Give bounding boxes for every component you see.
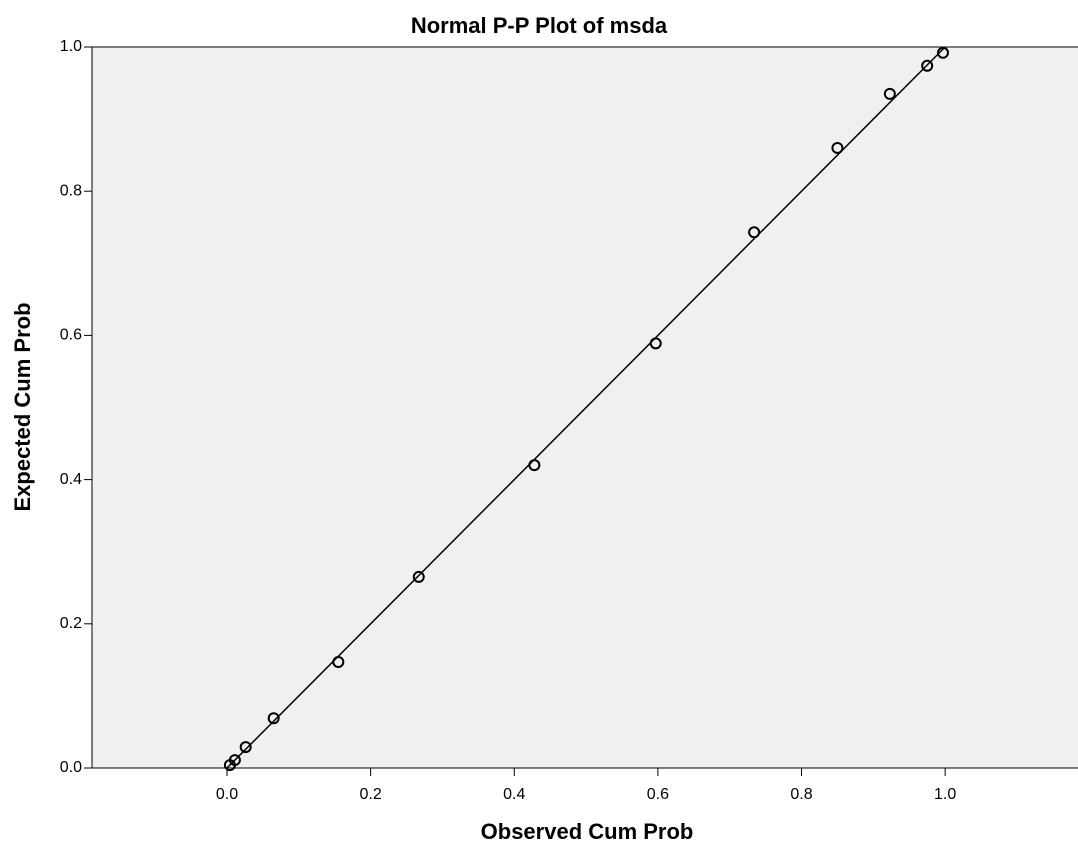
y-tick-label: 0.8 xyxy=(60,182,82,199)
x-tick-label: 0.2 xyxy=(360,786,382,803)
x-tick-label: 0.6 xyxy=(647,786,669,803)
y-tick-label: 1.0 xyxy=(60,38,82,55)
chart: Normal P-P Plot of msda Observed Cum Pro… xyxy=(0,0,1078,847)
x-axis-title: Observed Cum Prob xyxy=(481,819,694,844)
plot-area xyxy=(92,47,1078,768)
y-axis-title: Expected Cum Prob xyxy=(10,302,35,511)
x-tick-label: 0.4 xyxy=(503,786,525,803)
y-tick-label: 0.2 xyxy=(60,615,82,632)
y-tick-label: 0.0 xyxy=(60,759,82,776)
x-tick-label: 0.0 xyxy=(216,786,238,803)
x-tick-label: 1.0 xyxy=(934,786,956,803)
y-tick-label: 0.6 xyxy=(60,327,82,344)
chart-title: Normal P-P Plot of msda xyxy=(411,13,668,38)
y-tick-label: 0.4 xyxy=(60,471,82,488)
x-tick-label: 0.8 xyxy=(790,786,812,803)
